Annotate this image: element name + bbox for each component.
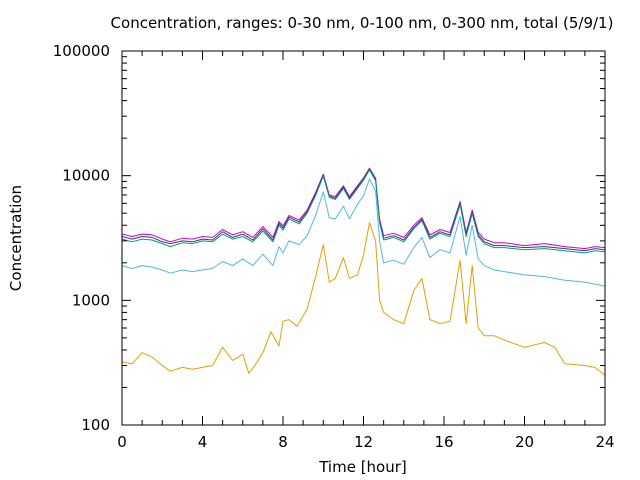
x-tick-label: 12 [354, 433, 373, 451]
chart-title: Concentration, ranges: 0-30 nm, 0-100 nm… [111, 14, 614, 32]
x-tick-label: 4 [198, 433, 208, 451]
tick-labels-layer: 0 4 8 12 16 20 24 100 1000 10000 100000 [53, 42, 615, 451]
series-line-4 [121, 178, 606, 287]
y-tick-label: 100 [81, 416, 110, 434]
series-line-3 [121, 169, 606, 254]
ticks-layer [121, 50, 606, 426]
x-tick-label: 16 [434, 433, 453, 451]
x-tick-label: 8 [278, 433, 288, 451]
y-tick-label: 1000 [72, 291, 110, 309]
x-axis-label: Time [hour] [318, 458, 407, 476]
series-layer [121, 167, 606, 376]
y-axis-label: Concentration [7, 185, 25, 291]
x-tick-label: 20 [515, 433, 534, 451]
x-tick-label: 24 [595, 433, 614, 451]
y-tick-label: 10000 [62, 167, 110, 185]
series-line-5 [121, 222, 606, 376]
series-line-2 [121, 168, 606, 252]
x-tick-label: 0 [117, 433, 127, 451]
y-tick-label: 100000 [53, 42, 110, 60]
series-line-1 [121, 167, 606, 250]
